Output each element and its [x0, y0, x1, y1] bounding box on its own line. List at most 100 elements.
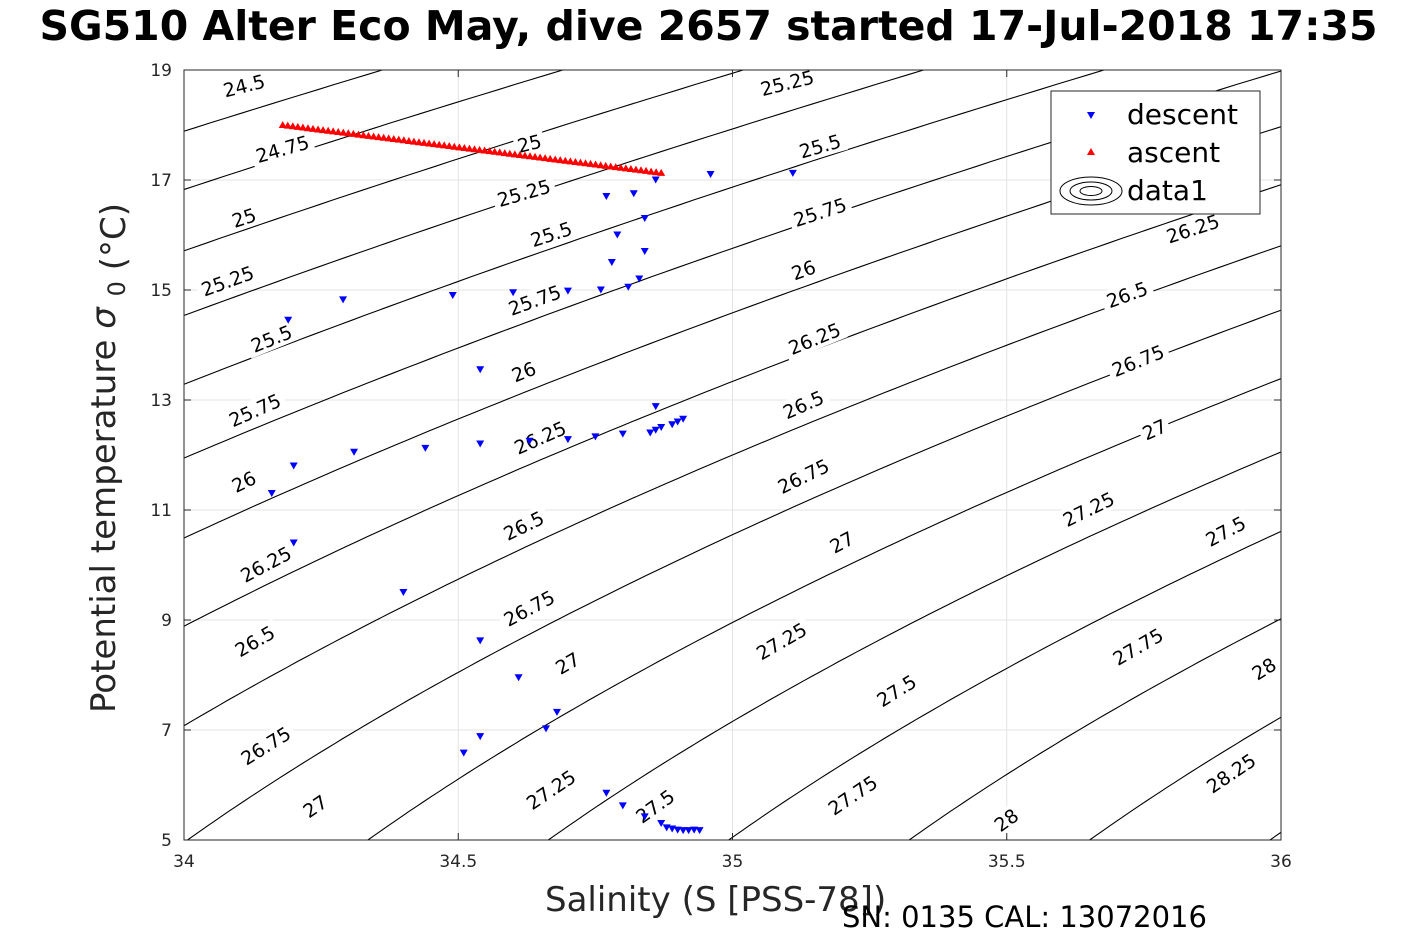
descent-point: [596, 286, 605, 294]
ascent-point: [500, 149, 509, 157]
contour-label-text: 25.25: [495, 176, 553, 212]
ascent-point: [581, 159, 590, 167]
ascent-point: [561, 156, 570, 164]
ascent-point: [440, 141, 449, 149]
ascent-point: [278, 121, 287, 128]
contour-label: 26: [785, 254, 822, 286]
isopycnal-line: [187, 309, 1281, 840]
ascent-point: [379, 133, 388, 141]
descent-point: [673, 826, 682, 834]
y-tick-label: 17: [150, 171, 172, 191]
contour-label: 26.75: [496, 583, 563, 633]
contour-label-text: 26.75: [500, 587, 558, 632]
contour-label-text: 25.25: [199, 262, 258, 301]
descent-point: [618, 802, 627, 810]
ascent-point: [606, 162, 615, 170]
descent-point: [563, 287, 572, 295]
y-axis-subscript: 0: [103, 281, 131, 296]
contour-label-text: 27.25: [753, 619, 811, 665]
ascent-point: [652, 168, 661, 176]
descent-point: [629, 190, 638, 198]
contour-label: 28: [1245, 651, 1283, 686]
isopycnal-line: [908, 618, 1281, 840]
ascent-point: [344, 129, 353, 137]
descent-point: [476, 440, 485, 448]
isopycnal-line: [728, 530, 1281, 840]
descent-point: [476, 637, 485, 645]
ascent-point: [349, 129, 358, 137]
descent-point: [399, 589, 408, 596]
x-tick-label: 35: [722, 852, 744, 872]
contour-label: 24.75: [249, 129, 316, 169]
contour-label: 26.5: [226, 618, 283, 664]
ascent-point: [520, 151, 529, 159]
ascent-point: [515, 150, 524, 158]
contour-label: 27.5: [627, 782, 683, 831]
contour-label: 27.75: [820, 768, 885, 822]
contour-label: 27: [1136, 413, 1173, 446]
descent-point: [476, 733, 485, 741]
y-axis-label: Potential temperature σ 0 (°C): [84, 203, 134, 713]
descent-point: [289, 462, 298, 470]
y-tick-label: 11: [150, 501, 172, 521]
descent-point: [651, 176, 660, 184]
descent-point: [350, 448, 359, 456]
contour-label: 26.5: [495, 504, 552, 547]
ascent-point: [480, 146, 489, 154]
ascent-point: [470, 145, 479, 153]
ascent-series: [278, 121, 666, 176]
ascent-point: [611, 163, 620, 171]
contour-label: 26.75: [233, 719, 299, 772]
contour-label-text: 25.75: [226, 390, 285, 432]
isopycnal-line: [367, 378, 1281, 840]
ascent-point: [364, 131, 373, 139]
ascent-point: [354, 130, 363, 138]
legend-ascent-marker: [1087, 148, 1095, 155]
contour-label: 26.25: [781, 316, 848, 361]
contour-label-text: 27: [552, 648, 584, 679]
ascent-point: [631, 165, 640, 173]
y-tick-label: 15: [150, 281, 172, 301]
legend-contour-icon: [1059, 176, 1123, 206]
isopycnal-line: [184, 245, 1281, 727]
ascent-point: [409, 137, 418, 145]
legend-descent-marker: [1087, 112, 1095, 119]
ascent-point: [324, 126, 333, 134]
contour-label-text: 27.25: [1060, 488, 1119, 532]
descent-point: [679, 827, 688, 835]
ascent-point: [596, 161, 605, 169]
ascent-point: [642, 166, 651, 174]
ascent-point: [626, 165, 635, 173]
ascent-point: [510, 150, 519, 158]
ascent-point: [485, 147, 494, 155]
descent-point: [651, 426, 660, 434]
descent-point: [613, 231, 622, 239]
ascent-point: [475, 145, 484, 153]
isopycnal-line: [547, 451, 1281, 840]
ascent-point: [435, 140, 444, 148]
descent-point: [662, 824, 671, 832]
descent-point: [657, 424, 666, 431]
contour-label: 27.75: [1105, 621, 1171, 672]
x-tick-label: 34: [173, 852, 195, 872]
isopycnal-line: [1269, 831, 1281, 840]
descent-point: [476, 366, 485, 374]
ascent-point: [586, 159, 595, 167]
ascent-point: [314, 125, 323, 133]
descent-point: [651, 403, 660, 411]
contour-label-text: 28: [991, 805, 1023, 837]
ascent-point: [450, 142, 459, 150]
ascent-point: [616, 163, 625, 171]
descent-point: [552, 708, 561, 716]
descent-point: [618, 430, 627, 438]
contour-label: 25.75: [501, 278, 569, 322]
ascent-point: [465, 144, 474, 152]
contour-label-text: 26.25: [237, 543, 295, 588]
ascent-point: [384, 134, 393, 142]
contour-label: 26.5: [775, 383, 832, 426]
descent-point: [706, 171, 715, 178]
contour-label-text: 25.75: [791, 194, 850, 232]
ascent-point: [490, 147, 499, 155]
descent-point: [509, 289, 518, 297]
contour-label: 24.5: [216, 68, 272, 103]
